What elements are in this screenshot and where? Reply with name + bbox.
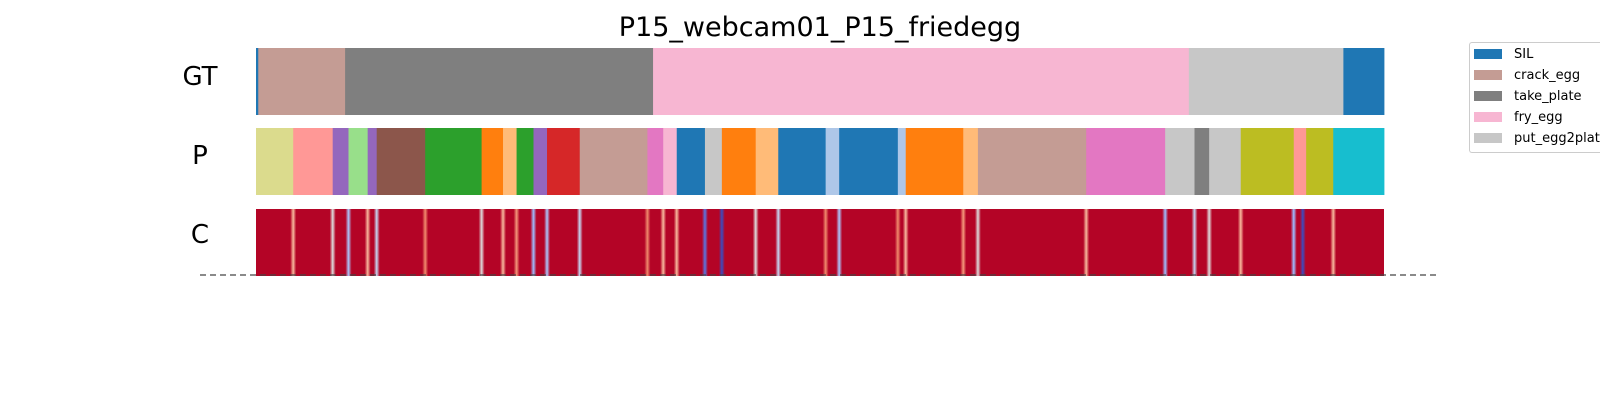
p-segment [256, 128, 294, 195]
confidence-boundary [960, 209, 967, 276]
confidence-boundary [1162, 209, 1169, 276]
confidence-boundary [478, 209, 485, 276]
confidence-boundary [576, 209, 583, 276]
confidence-boundary [1237, 209, 1244, 276]
p-segment [721, 128, 757, 195]
legend-swatch [1474, 133, 1502, 143]
confidence-boundary [544, 209, 551, 276]
gt-segment [1343, 48, 1385, 115]
confidence-boundary [822, 209, 829, 276]
legend-item-crack-egg: crack_egg [1474, 66, 1580, 84]
p-segment [503, 128, 517, 195]
row-label-p: P [192, 141, 208, 171]
p-segment [647, 128, 664, 195]
legend-swatch [1474, 91, 1502, 101]
legend-label: SIL [1514, 46, 1534, 62]
confidence-boundary [1330, 209, 1337, 276]
confidence-boundary [836, 209, 843, 276]
gt-row [256, 48, 1385, 115]
confidence-boundary [1206, 209, 1213, 276]
gt-segment [258, 48, 346, 115]
gt-segment [653, 48, 1190, 115]
confidence-boundary [974, 209, 981, 276]
confidence-boundary [775, 209, 782, 276]
confidence-boundary [701, 209, 708, 276]
legend-swatch [1474, 112, 1502, 122]
gt-segment [256, 48, 259, 115]
confidence-boundary [373, 209, 380, 276]
p-segment [481, 128, 504, 195]
p-segment [704, 128, 723, 195]
confidence-boundary [364, 209, 371, 276]
p-segment [533, 128, 548, 195]
legend-item-take-plate: take_plate [1474, 87, 1582, 105]
confidence-boundary [660, 209, 667, 276]
p-segment [897, 128, 907, 195]
legend-swatch [1474, 49, 1502, 59]
confidence-boundary [1299, 209, 1306, 276]
p-segment [1293, 128, 1307, 195]
p-segment [676, 128, 706, 195]
confidence-boundary [1290, 209, 1297, 276]
p-segment [963, 128, 979, 195]
confidence-boundary [644, 209, 651, 276]
confidence-boundary [422, 209, 429, 276]
confidence-boundary [329, 209, 336, 276]
p-segment [825, 128, 840, 195]
p-segment [425, 128, 482, 195]
p-segment [1209, 128, 1242, 195]
confidence-boundary [1083, 209, 1090, 276]
p-segment [778, 128, 827, 195]
row-label-c: C [190, 220, 210, 250]
p-segment [293, 128, 334, 195]
p-segment [516, 128, 534, 195]
confidence-boundary [530, 209, 537, 276]
p-segment [376, 128, 426, 195]
confidence-boundary [673, 209, 680, 276]
gt-segment [345, 48, 654, 115]
p-segment [839, 128, 899, 195]
confidence-boundary [500, 209, 507, 276]
confidence-boundary [894, 209, 901, 276]
p-row [256, 128, 1385, 195]
c-row [256, 209, 1384, 276]
confidence-boundary [513, 209, 520, 276]
p-segment [1194, 128, 1210, 195]
p-segment [367, 128, 378, 195]
p-segment [1086, 128, 1166, 195]
p-segment [579, 128, 648, 195]
p-segment [755, 128, 779, 195]
legend-item-put-egg2plate: put_egg2plate [1474, 129, 1600, 147]
confidence-boundary [902, 209, 909, 276]
legend-label: put_egg2plate [1514, 130, 1600, 146]
confidence-boundary [752, 209, 759, 276]
legend-label: fry_egg [1514, 109, 1563, 125]
p-segment [348, 128, 369, 195]
legend-swatch [1474, 70, 1502, 80]
gt-segment [1188, 48, 1344, 115]
confidence-boundary [290, 209, 297, 276]
legend: SIL crack_egg take_plate fry_egg put_egg… [1469, 42, 1600, 153]
p-segment [1306, 128, 1334, 195]
p-segment [547, 128, 581, 195]
confidence-boundary [718, 209, 725, 276]
confidence-boundary [345, 209, 352, 276]
p-segment [332, 128, 349, 195]
row-label-gt: GT [182, 62, 218, 92]
p-segment [977, 128, 1087, 195]
chart-title: P15_webcam01_P15_friedegg [618, 12, 1022, 43]
p-segment [1333, 128, 1385, 195]
legend-label: take_plate [1514, 88, 1582, 104]
legend-label: crack_egg [1514, 67, 1581, 83]
p-segment [1240, 128, 1295, 195]
p-segment [1165, 128, 1195, 195]
p-segment [905, 128, 964, 195]
legend-item-fry-egg: fry_egg [1474, 108, 1563, 126]
legend-item-sil: SIL [1474, 45, 1533, 63]
p-segment [663, 128, 678, 195]
confidence-boundary [1191, 209, 1198, 276]
